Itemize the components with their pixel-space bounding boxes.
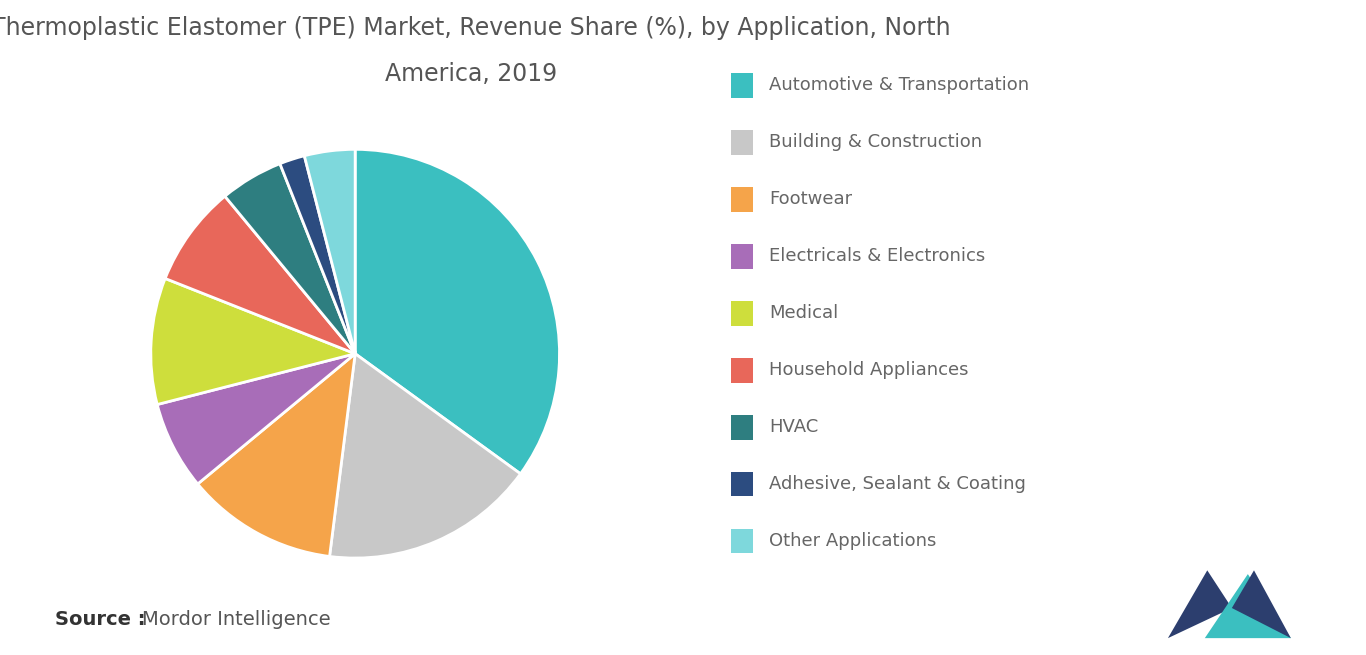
Wedge shape <box>165 196 355 354</box>
Text: Electricals & Electronics: Electricals & Electronics <box>769 247 985 265</box>
Wedge shape <box>150 278 355 405</box>
Wedge shape <box>280 156 355 354</box>
Text: Thermoplastic Elastomer (TPE) Market, Revenue Share (%), by Application, North: Thermoplastic Elastomer (TPE) Market, Re… <box>0 16 951 41</box>
Wedge shape <box>157 354 355 484</box>
Text: Building & Construction: Building & Construction <box>769 133 982 151</box>
Text: Mordor Intelligence: Mordor Intelligence <box>142 610 331 629</box>
Text: Automotive & Transportation: Automotive & Transportation <box>769 76 1029 94</box>
Wedge shape <box>225 164 355 354</box>
Wedge shape <box>305 149 355 354</box>
Text: Other Applications: Other Applications <box>769 532 937 550</box>
Text: Adhesive, Sealant & Coating: Adhesive, Sealant & Coating <box>769 475 1026 493</box>
Polygon shape <box>1168 571 1232 638</box>
Polygon shape <box>1205 574 1291 638</box>
Text: Medical: Medical <box>769 304 839 322</box>
Wedge shape <box>198 354 355 557</box>
Polygon shape <box>1232 571 1291 638</box>
Text: HVAC: HVAC <box>769 418 818 436</box>
Text: America, 2019: America, 2019 <box>385 62 557 86</box>
Text: Source :: Source : <box>55 610 145 629</box>
Wedge shape <box>355 149 560 474</box>
Text: Footwear: Footwear <box>769 190 852 208</box>
Text: Household Appliances: Household Appliances <box>769 361 968 379</box>
Wedge shape <box>329 354 520 558</box>
